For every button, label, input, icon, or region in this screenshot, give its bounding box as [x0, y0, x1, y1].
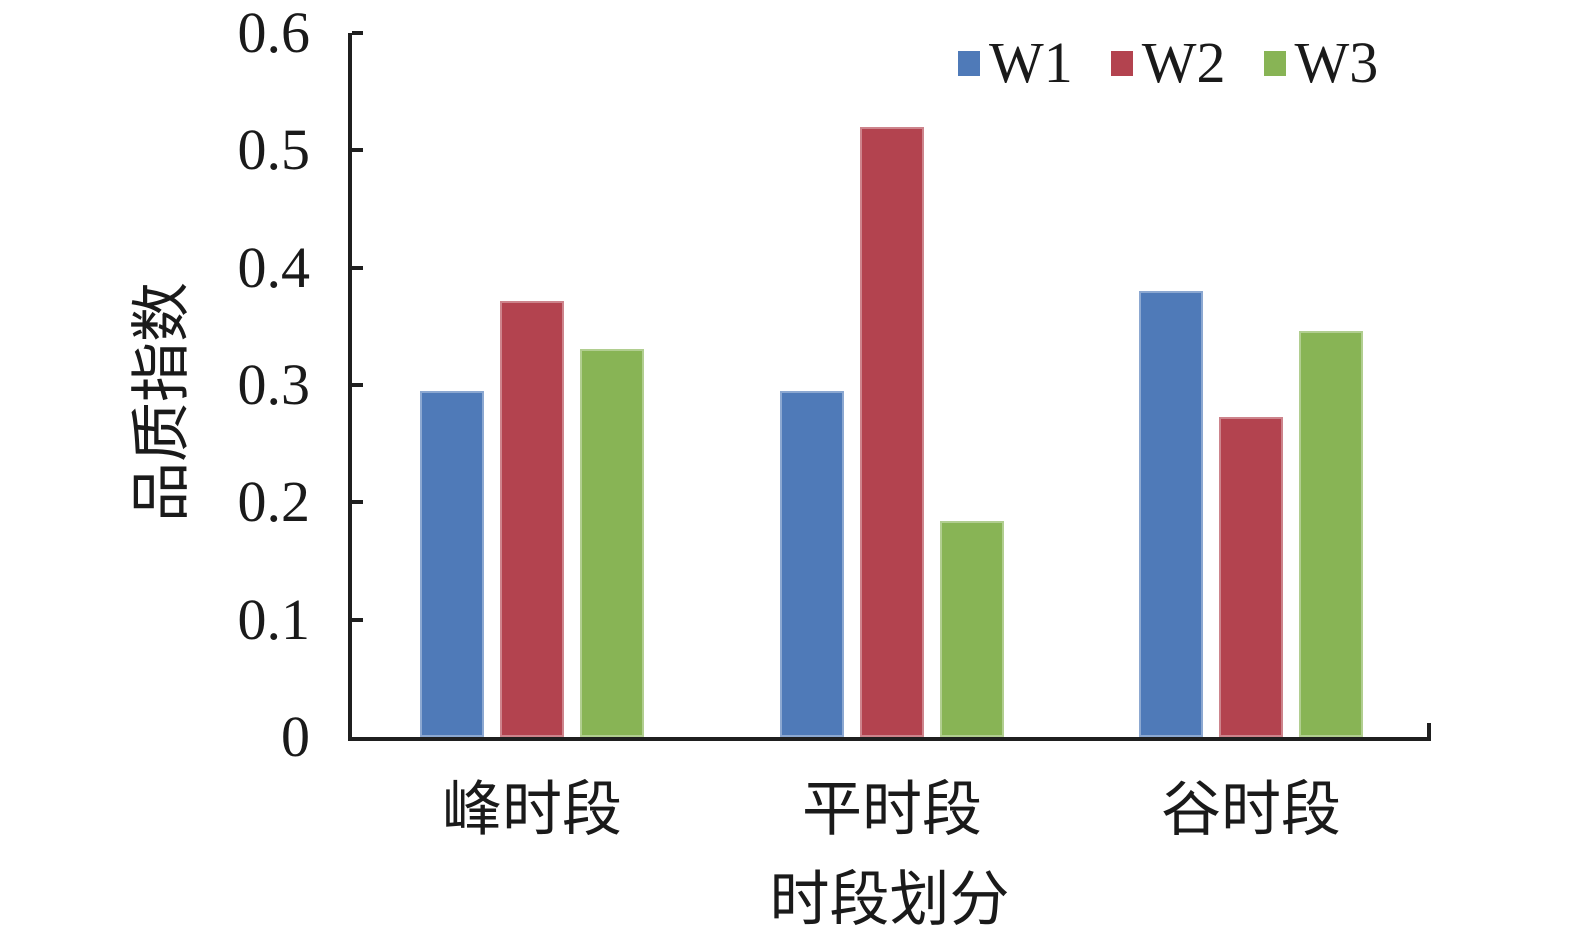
y-tick-label: 0.1: [237, 587, 311, 652]
x-category-label: 峰时段: [442, 777, 622, 843]
y-tick-label: 0.4: [237, 235, 311, 300]
legend-label: W3: [1294, 30, 1379, 95]
legend-item-w1: W1: [958, 34, 1073, 92]
legend-label: W2: [1141, 30, 1226, 95]
bar: [1139, 291, 1203, 737]
y-tick-label: 0.2: [237, 469, 311, 534]
y-tick: [352, 500, 363, 504]
bar: [1219, 417, 1283, 737]
y-tick: [352, 618, 363, 622]
plot-area: [348, 31, 1431, 741]
bar: [860, 127, 924, 737]
bar: [580, 349, 644, 737]
x-axis-line: [348, 737, 1431, 741]
y-tick: [352, 31, 363, 35]
y-axis-line: [348, 33, 352, 741]
bar: [780, 391, 844, 737]
y-tick: [352, 266, 363, 270]
y-tick: [352, 383, 363, 387]
y-tick: [352, 148, 363, 152]
y-tick-label: 0.5: [237, 117, 311, 182]
y-tick-label: 0.3: [237, 352, 311, 417]
x-axis-title: 时段划分: [769, 867, 1010, 933]
bar: [1299, 331, 1363, 737]
x-category-label: 平时段: [802, 777, 982, 843]
bar: [500, 301, 564, 737]
bar: [940, 521, 1004, 737]
bar: [420, 391, 484, 737]
legend-swatch-w3: [1263, 50, 1286, 76]
y-tick-label: 0.6: [237, 0, 311, 65]
legend-item-w3: W3: [1263, 30, 1379, 95]
legend-label: W1: [989, 30, 1073, 95]
y-tick-label: 0: [281, 704, 310, 769]
legend-item-w2: W2: [1110, 30, 1226, 95]
legend: W1 W2 W3: [958, 34, 1378, 92]
x-axis-end-tick: [1427, 723, 1431, 737]
legend-swatch-w1: [958, 50, 980, 76]
legend-swatch-w2: [1110, 50, 1133, 76]
x-category-label: 谷时段: [1161, 777, 1341, 843]
